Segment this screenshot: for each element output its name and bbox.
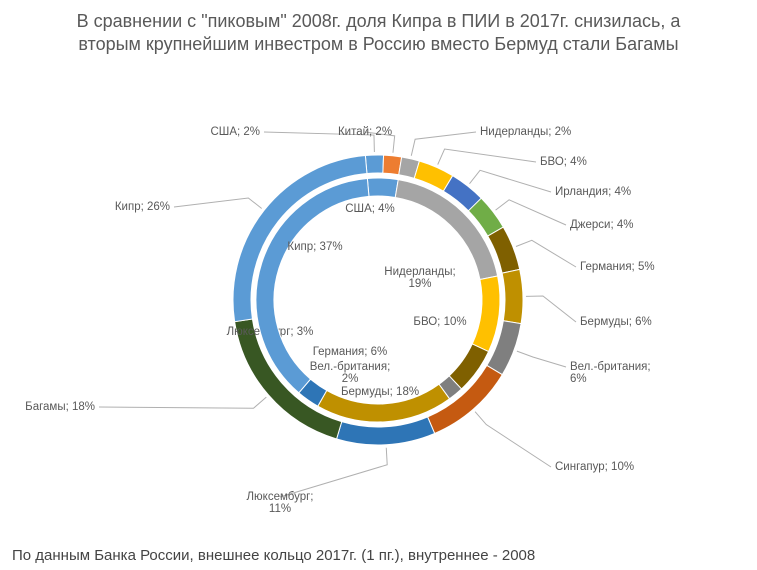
chart-footnote: По данным Банка России, внешнее кольцо 2… [12, 547, 745, 564]
outer-label-11: Багамы; 18% [25, 401, 95, 413]
outer-label-1: Китай; 2% [338, 126, 392, 138]
outer-leader-6 [516, 240, 576, 267]
outer-slice-7 [502, 269, 523, 323]
donut-chart: США; 2% Китай; 2% Нидерланды; 2% БВО; 4% Ирл… [0, 100, 757, 540]
outer-leader-4 [470, 170, 551, 192]
outer-slice-12 [233, 156, 367, 322]
outer-label-0: США; 2% [210, 126, 260, 138]
outer-label-5: Джерси; 4% [570, 219, 633, 231]
inner-label-0: США; 4% [345, 203, 395, 215]
inner-slice-1 [395, 180, 497, 280]
outer-label-6: Германия; 5% [580, 261, 655, 273]
outer-leader-9 [475, 412, 551, 467]
outer-label-4: Ирландия; 4% [555, 186, 631, 198]
inner-label-2: БВО; 10% [413, 316, 466, 328]
inner-label-3: Германия; 6% [313, 346, 388, 358]
outer-label-10: Люксембург;11% [247, 491, 314, 515]
outer-label-9: Сингапур; 10% [555, 461, 634, 473]
outer-leader-7 [526, 296, 576, 322]
outer-leader-5 [496, 200, 566, 225]
outer-leader-11 [99, 397, 266, 408]
inner-label-4: Вел.-британия;2% [310, 361, 391, 385]
chart-title: В сравнении с "пиковым" 2008г. доля Кипр… [50, 10, 707, 57]
inner-slice-0 [367, 178, 398, 197]
inner-slice-2 [472, 276, 500, 352]
inner-label-5: Бермуды; 18% [341, 386, 419, 398]
outer-slice-0 [365, 155, 383, 173]
outer-leader-12 [174, 198, 262, 209]
outer-leader-10 [280, 448, 387, 497]
outer-leader-8 [517, 351, 566, 367]
outer-label-8: Вел.-британия;6% [570, 361, 651, 385]
inner-label-7: Кипр; 37% [287, 241, 342, 253]
outer-label-3: БВО; 4% [540, 156, 587, 168]
chart-container: В сравнении с "пиковым" 2008г. доля Кипр… [0, 0, 757, 570]
outer-label-7: Бермуды; 6% [580, 316, 652, 328]
outer-leader-3 [438, 149, 536, 165]
outer-label-2: Нидерланды; 2% [480, 126, 571, 138]
inner-label-1: Нидерланды;19% [384, 266, 455, 290]
outer-label-12: Кипр; 26% [115, 201, 170, 213]
